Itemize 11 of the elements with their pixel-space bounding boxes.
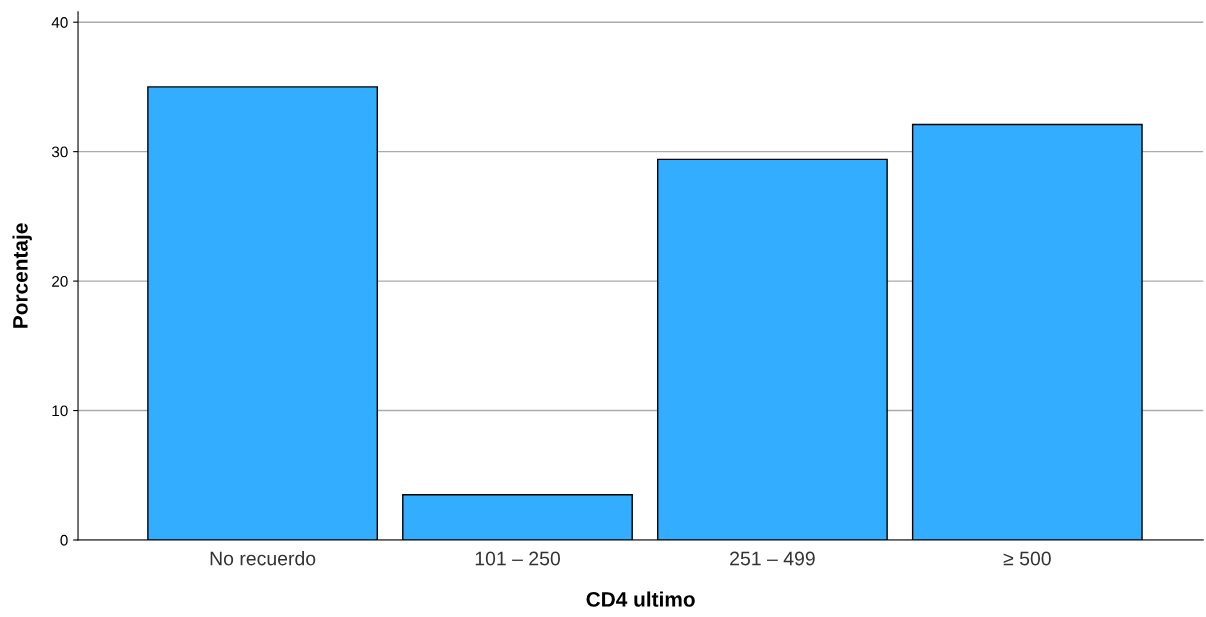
- y-tick-label: 20: [52, 275, 68, 287]
- x-tick-label: 251 – 499: [730, 551, 815, 566]
- x-tick-label: ≥ 500: [1003, 551, 1051, 566]
- y-tick-label: 40: [51, 17, 68, 28]
- y-tick-label: 10: [52, 405, 68, 417]
- x-axis-title: CD4 ultimo: [586, 591, 695, 607]
- x-tick-label: No recuerdo: [210, 551, 316, 566]
- y-tick-label: 30: [51, 146, 68, 158]
- x-tick-label: 101 – 250: [475, 551, 560, 566]
- y-axis-title: Porcentaje: [12, 223, 32, 328]
- y-tick-label: 0: [60, 534, 68, 546]
